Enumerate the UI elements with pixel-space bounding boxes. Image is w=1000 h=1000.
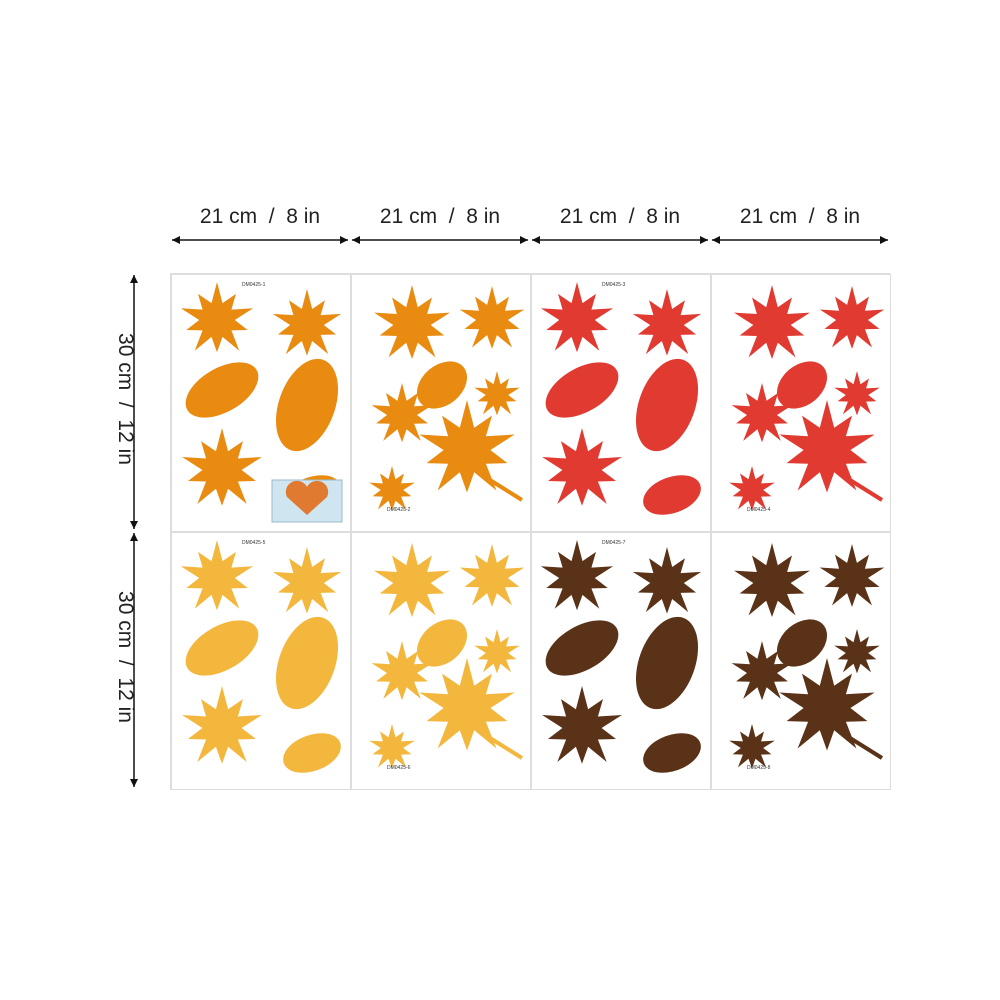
leaf-stickers [180, 540, 342, 773]
sheet-code: DM0425-5 [242, 540, 266, 546]
height-dimension: 30 cm / 12 in [95, 531, 155, 789]
sticker-sheet: DM0425-7 [531, 532, 711, 790]
double-arrow-icon [532, 236, 708, 244]
sheet-code: DM0425-4 [747, 507, 771, 513]
leaf-stickers [180, 282, 343, 523]
width-dimension: 21 cm / 8 in [350, 205, 530, 245]
sticker-sheet: DM0425-6 [351, 532, 531, 790]
height-dimension: 30 cm / 12 in [95, 273, 155, 531]
sheet-code: DM0425-7 [602, 540, 626, 546]
width-label: 21 cm / 8 in [379, 205, 501, 228]
double-arrow-icon [130, 275, 138, 529]
sticker-sheet: DM0425-8 [711, 532, 891, 790]
width-dimension: 21 cm / 8 in [710, 205, 890, 245]
width-dimension: 21 cm / 8 in [170, 205, 350, 245]
leaf-stickers [729, 285, 885, 511]
double-arrow-icon [130, 533, 138, 787]
sticker-sheet: DM0425-4 [711, 274, 891, 532]
sheet-code: DM0425-3 [602, 282, 626, 288]
sheet-code: DM0425-6 [387, 765, 411, 771]
sheet-code: DM0425-1 [242, 282, 266, 288]
sticker-sheet: DM0425-1 [171, 274, 351, 532]
sticker-sheet: DM0425-5 [171, 532, 351, 790]
leaf-stickers [729, 543, 885, 769]
width-dimension: 21 cm / 8 in [530, 205, 710, 245]
width-label: 21 cm / 8 in [199, 205, 321, 228]
leaf-stickers [540, 282, 702, 515]
double-arrow-icon [712, 236, 888, 244]
sticker-sheet: DM0425-3 [531, 274, 711, 532]
leaf-stickers [540, 540, 702, 773]
leaf-stickers [369, 543, 525, 769]
sticker-sheet: DM0425-2 [351, 274, 531, 532]
sheet-code: DM0425-8 [747, 765, 771, 771]
width-label: 21 cm / 8 in [559, 205, 681, 228]
double-arrow-icon [172, 236, 348, 244]
width-label: 21 cm / 8 in [739, 205, 861, 228]
sticker-sheets-grid: DM0425-1 DM0425-2 DM0425-3 DM0425-4 DM04… [170, 273, 891, 790]
sheet-code: DM0425-2 [387, 507, 411, 513]
leaf-stickers [369, 285, 525, 511]
double-arrow-icon [352, 236, 528, 244]
